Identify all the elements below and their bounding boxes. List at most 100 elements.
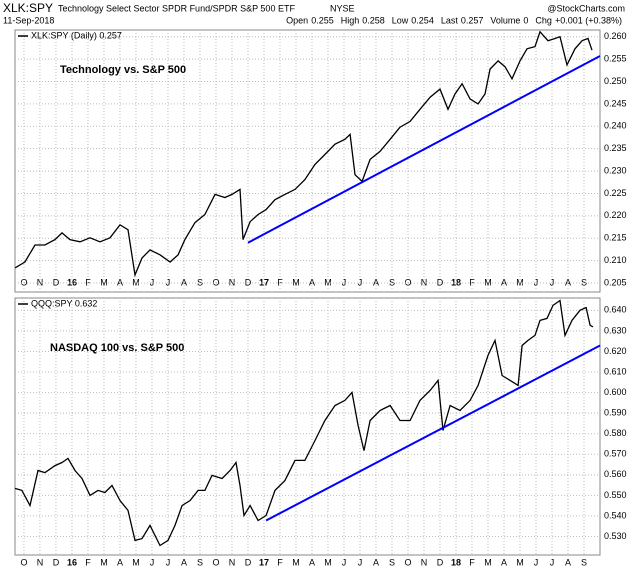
x-tick-label: D	[245, 557, 252, 567]
x-tick-label: N	[421, 277, 428, 287]
x-tick-label: F	[85, 277, 91, 287]
x-tick-label: J	[550, 557, 555, 567]
quote-value: 0.254	[411, 15, 434, 25]
x-tick-label: F	[277, 277, 283, 287]
x-tick-label: N	[229, 277, 236, 287]
quote-label: Low	[392, 15, 409, 25]
x-tick-label: O	[404, 277, 411, 287]
x-tick-label: O	[404, 557, 411, 567]
y-tick-label: 0.560	[604, 469, 627, 479]
x-tick-label: 17	[259, 277, 269, 287]
x-tick-label: S	[389, 557, 395, 567]
exchange: NYSE	[330, 3, 355, 13]
quote-value: 0.258	[362, 15, 385, 25]
quote-label: Volume	[490, 15, 520, 25]
quote-value: +0.001 (+0.38%)	[555, 15, 622, 25]
quote-value: 0.257	[461, 15, 484, 25]
x-tick-label: N	[37, 557, 44, 567]
x-tick-label: S	[581, 277, 587, 287]
x-tick-label: M	[132, 277, 140, 287]
x-tick-label: A	[309, 277, 315, 287]
x-tick-label: A	[501, 557, 507, 567]
x-tick-label: N	[37, 277, 44, 287]
x-tick-label: A	[565, 557, 571, 567]
y-tick-label: 0.255	[604, 53, 627, 63]
x-tick-label: M	[100, 557, 108, 567]
x-tick-label: J	[166, 557, 171, 567]
x-tick-label: D	[437, 277, 444, 287]
x-tick-label: F	[277, 557, 283, 567]
x-tick-label: A	[117, 557, 123, 567]
y-tick-label: 0.250	[604, 76, 627, 86]
y-tick-label: 0.580	[604, 428, 627, 438]
x-tick-label: O	[212, 557, 219, 567]
x-tick-label: S	[389, 277, 395, 287]
x-tick-label: M	[516, 277, 524, 287]
quote-label: High	[341, 15, 360, 25]
y-tick-label: 0.245	[604, 98, 627, 108]
date: 11-Sep-2018	[3, 15, 54, 25]
quote-label: Chg	[535, 15, 552, 25]
y-tick-label: 0.205	[604, 277, 627, 287]
y-tick-label: 0.540	[604, 510, 627, 520]
symbol: XLK:SPY	[3, 1, 53, 15]
y-tick-label: 0.235	[604, 143, 627, 153]
x-tick-label: M	[484, 277, 492, 287]
y-tick-label: 0.225	[604, 188, 627, 198]
x-tick-label: M	[324, 557, 332, 567]
x-tick-label: M	[292, 557, 300, 567]
x-tick-label: J	[150, 557, 155, 567]
x-tick-label: M	[292, 277, 300, 287]
x-tick-label: D	[245, 277, 252, 287]
x-tick-label: J	[342, 277, 347, 287]
x-tick-label: F	[469, 277, 475, 287]
y-tick-label: 0.220	[604, 210, 627, 220]
x-tick-label: O	[20, 277, 27, 287]
x-tick-label: J	[150, 277, 155, 287]
x-tick-label: S	[197, 277, 203, 287]
x-tick-label: 18	[451, 277, 461, 287]
quote-label: Open	[286, 15, 308, 25]
panel	[14, 297, 601, 556]
x-tick-label: M	[484, 557, 492, 567]
x-tick-label: A	[117, 277, 123, 287]
x-tick-label: A	[501, 277, 507, 287]
legend-label: XLK:SPY (Daily) 0.257	[31, 30, 122, 40]
trendline	[247, 55, 601, 244]
x-tick-label: O	[212, 277, 219, 287]
x-tick-label: D	[53, 557, 60, 567]
x-tick-label: S	[197, 557, 203, 567]
x-tick-label: J	[358, 277, 363, 287]
x-tick-label: 16	[67, 557, 77, 567]
quote-value: 0	[523, 15, 528, 25]
x-tick-label: M	[324, 277, 332, 287]
y-tick-label: 0.210	[604, 255, 627, 265]
price-line	[14, 299, 594, 547]
y-tick-label: 0.630	[604, 325, 627, 335]
x-tick-label: F	[85, 557, 91, 567]
x-tick-label: A	[565, 277, 571, 287]
x-tick-label: J	[534, 277, 539, 287]
source: @StockCharts.com	[547, 3, 625, 13]
quote-value: 0.255	[311, 15, 334, 25]
x-tick-label: S	[581, 557, 587, 567]
y-tick-label: 0.530	[604, 531, 627, 541]
legend-label: QQQ:SPY 0.632	[31, 298, 97, 308]
x-tick-label: M	[132, 557, 140, 567]
annotation: NASDAQ 100 vs. S&P 500	[50, 342, 184, 354]
y-tick-label: 0.640	[604, 305, 627, 315]
description: Technology Select Sector SPDR Fund/SPDR …	[58, 3, 295, 13]
x-tick-label: F	[469, 557, 475, 567]
x-tick-label: D	[437, 557, 444, 567]
x-tick-label: O	[20, 557, 27, 567]
x-tick-label: 17	[259, 557, 269, 567]
x-tick-label: A	[309, 557, 315, 567]
trendline	[265, 344, 601, 522]
x-tick-label: A	[181, 557, 187, 567]
y-tick-label: 0.590	[604, 408, 627, 418]
y-tick-label: 0.610	[604, 366, 627, 376]
y-tick-label: 0.260	[604, 31, 627, 41]
annotation: Technology vs. S&P 500	[60, 64, 186, 76]
